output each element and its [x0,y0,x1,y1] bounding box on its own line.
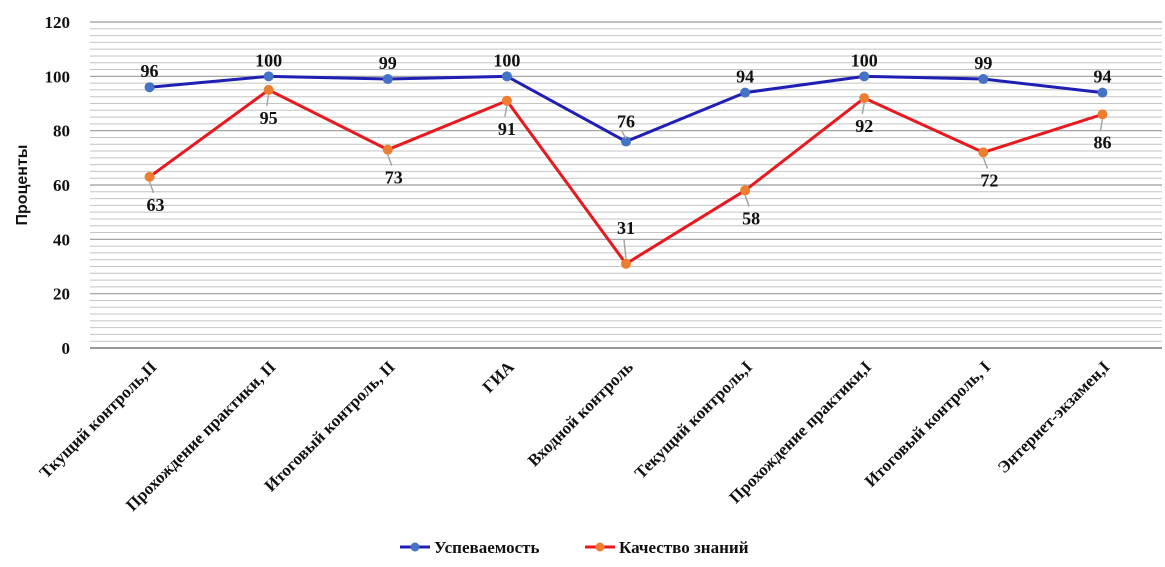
data-point [978,74,989,85]
data-label: 91 [498,119,516,139]
data-point [859,71,870,82]
data-label: 96 [141,61,159,81]
x-tick-label: Итоговый контроль, I [861,357,995,491]
data-point [501,71,512,82]
label-leader-line [982,157,989,169]
data-label: 100 [851,50,878,70]
data-label: 94 [1093,67,1111,87]
data-point [859,93,870,104]
data-label: 58 [742,208,760,228]
data-point [263,71,274,82]
y-tick-label: 120 [45,13,71,32]
label-leader-line [504,105,508,117]
x-tick-label: ГИА [479,357,519,397]
series-line-uspevaemost [149,74,1103,144]
label-leader-line [621,131,627,139]
y-tick-label: 80 [53,122,70,141]
data-label: 63 [147,195,165,215]
data-point [621,258,631,269]
data-point [501,95,512,106]
data-label: 92 [855,116,873,136]
data-label: 86 [1093,132,1111,152]
y-tick-label: 20 [53,285,70,304]
y-axis-title: Проценты [14,145,31,226]
legend-swatch-marker [595,542,605,552]
y-tick-label: 100 [45,67,71,86]
x-tick-label: Прохождение практики,I [725,357,875,507]
label-leader-line [744,195,750,207]
data-label: 95 [260,108,278,128]
data-label: 100 [493,50,520,70]
y-tick-label: 60 [53,176,70,195]
data-point [1097,109,1108,120]
data-point [740,87,751,98]
data-point [382,144,393,155]
label-leader-line [148,181,155,194]
data-label: 73 [385,168,403,188]
data-point [1097,87,1108,98]
legend-swatch-marker [410,542,420,552]
data-label: 31 [617,218,635,238]
legend-item-kachestvo: Качество знаний [619,538,749,557]
data-label: 99 [379,53,397,73]
x-tick-label: Входной контроль [524,357,637,470]
data-point [144,171,155,182]
y-tick-label: 40 [53,230,70,249]
data-label: 76 [617,112,635,132]
x-tick-label: Ткущий контроль,II [36,357,161,482]
label-leader-line [387,154,393,166]
data-label: 94 [736,67,754,87]
data-point [263,84,274,95]
data-label: 100 [255,50,282,70]
label-leader-line [1099,119,1104,131]
x-tick-label: Энтернет-экзамен,I [994,357,1114,477]
label-leader-line [623,239,627,259]
x-tick-label: Текущий контроль,I [631,357,756,482]
data-label: 72 [980,170,998,190]
label-leader-line [861,102,865,115]
data-point [740,185,751,196]
y-tick-label: 0 [62,339,71,358]
data-point [978,147,989,158]
data-point [144,82,155,93]
legend-item-uspevaemost: Успеваемость [434,538,540,557]
x-tick-label: Итоговый контроль, II [261,357,399,495]
data-point [382,74,393,85]
data-label: 99 [974,53,992,73]
label-leader-line [265,94,270,107]
